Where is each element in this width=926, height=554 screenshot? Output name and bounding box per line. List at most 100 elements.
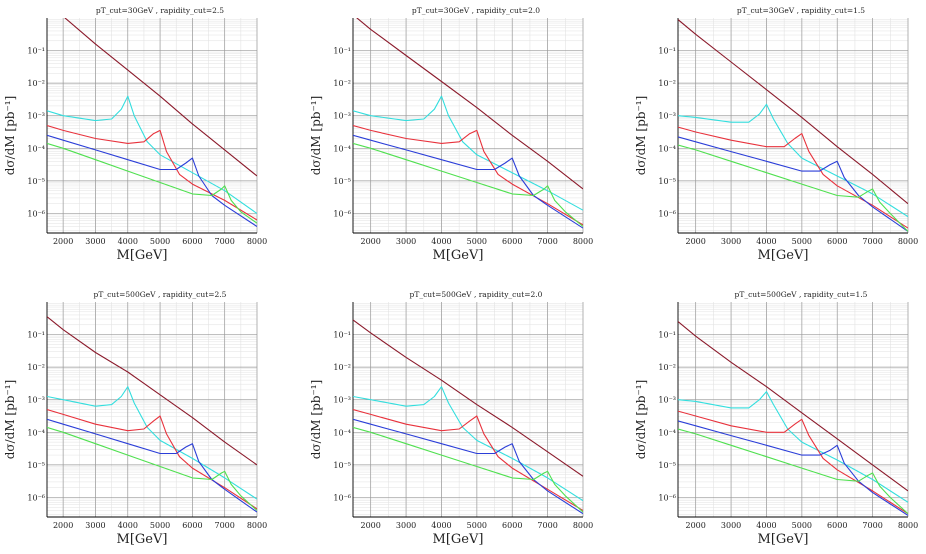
x-tick-label: 2000 bbox=[686, 521, 706, 530]
y-tick-label: 10⁻¹ bbox=[333, 331, 351, 340]
x-tick-label: 7000 bbox=[862, 237, 882, 246]
y-tick-label: 10⁻⁴ bbox=[658, 144, 676, 153]
chart-panel-2: 2000 3000 4000 5000 6000 7000 8000 10⁻¹ 10⁻² 10⁻³… bbox=[309, 6, 593, 263]
x-tick-label: 4000 bbox=[756, 237, 776, 246]
y-tick-label: 10⁻⁵ bbox=[27, 177, 45, 186]
y-tick-label: 10⁻² bbox=[333, 363, 351, 372]
x-tick-label: 4000 bbox=[431, 237, 451, 246]
y-tick-label: 10⁻⁶ bbox=[333, 209, 351, 218]
series-line-4 bbox=[353, 418, 583, 515]
x-tick-label: 2000 bbox=[53, 521, 73, 530]
series-line-5 bbox=[47, 142, 257, 224]
y-tick-label: 10⁻⁶ bbox=[27, 493, 45, 502]
series-line-2 bbox=[353, 386, 583, 502]
x-tick-label: 2000 bbox=[53, 237, 73, 246]
x-tick-label: 6000 bbox=[827, 521, 847, 530]
y-tick-label: 10⁻⁴ bbox=[27, 144, 45, 153]
y-tick-label: 10⁻⁵ bbox=[658, 461, 676, 470]
x-tick-label: 7000 bbox=[215, 521, 235, 530]
series-line-1 bbox=[64, 18, 257, 177]
y-tick-label: 10⁻¹ bbox=[658, 47, 676, 56]
y-axis-label: dσ/dM [pb⁻¹] bbox=[3, 96, 17, 176]
y-tick-label: 10⁻² bbox=[27, 79, 45, 88]
series-line-1 bbox=[678, 19, 908, 205]
chart-title: pT_cut=500GeV , rapidity_cut=2.0 bbox=[410, 290, 543, 299]
series-line-3 bbox=[47, 408, 257, 510]
chart-title: pT_cut=30GeV , rapidity_cut=2.5 bbox=[96, 6, 224, 15]
x-axis-label: M[GeV] bbox=[117, 248, 168, 263]
series-line-3 bbox=[678, 410, 908, 515]
chart-panel-1: 2000 3000 4000 5000 6000 7000 8000 10⁻¹ 10⁻² 10⁻³… bbox=[3, 6, 267, 263]
y-tick-label: 10⁻² bbox=[27, 363, 45, 372]
x-axis-label: M[GeV] bbox=[433, 532, 484, 547]
series-line-4 bbox=[353, 134, 583, 229]
x-tick-label: 8000 bbox=[898, 521, 918, 530]
x-tick-label: 4000 bbox=[756, 521, 776, 530]
series-line-4 bbox=[678, 136, 908, 232]
y-tick-label: 10⁻⁶ bbox=[658, 493, 676, 502]
chart-panel-6: 2000 3000 4000 5000 6000 7000 8000 10⁻¹ 10⁻² 10⁻³… bbox=[634, 290, 918, 547]
y-tick-label: 10⁻⁵ bbox=[27, 461, 45, 470]
x-tick-label: 7000 bbox=[862, 521, 882, 530]
series-line-1 bbox=[47, 316, 257, 466]
x-tick-label: 2000 bbox=[686, 237, 706, 246]
series-line-5 bbox=[47, 426, 257, 511]
x-tick-label: 3000 bbox=[396, 237, 416, 246]
chart-panel-5: 2000 3000 4000 5000 6000 7000 8000 10⁻¹ 10⁻² 10⁻³… bbox=[309, 290, 593, 547]
series-line-4 bbox=[47, 418, 257, 513]
series-line-2 bbox=[47, 386, 257, 500]
series-line-4 bbox=[678, 420, 908, 516]
x-tick-label: 8000 bbox=[898, 237, 918, 246]
series-line-5 bbox=[353, 426, 583, 513]
x-tick-label: 6000 bbox=[182, 237, 202, 246]
x-tick-label: 3000 bbox=[721, 521, 741, 530]
x-tick-label: 5000 bbox=[792, 237, 812, 246]
y-tick-label: 10⁻⁴ bbox=[333, 144, 351, 153]
chart-panel-4: 2000 3000 4000 5000 6000 7000 8000 10⁻¹ 10⁻² 10⁻³… bbox=[3, 290, 267, 547]
y-tick-label: 10⁻⁶ bbox=[333, 493, 351, 502]
series-line-3 bbox=[678, 126, 908, 229]
x-axis-label: M[GeV] bbox=[433, 248, 484, 263]
y-tick-label: 10⁻² bbox=[333, 79, 351, 88]
x-tick-label: 5000 bbox=[467, 237, 487, 246]
series-line-1 bbox=[353, 319, 583, 477]
y-tick-label: 10⁻⁵ bbox=[658, 177, 676, 186]
y-tick-label: 10⁻¹ bbox=[658, 331, 676, 340]
chart-title: pT_cut=30GeV , rapidity_cut=1.5 bbox=[737, 6, 865, 15]
x-tick-label: 8000 bbox=[247, 237, 267, 246]
x-tick-label: 8000 bbox=[573, 237, 593, 246]
y-axis-label: dσ/dM [pb⁻¹] bbox=[3, 380, 17, 460]
x-tick-label: 4000 bbox=[431, 521, 451, 530]
y-tick-label: 10⁻⁶ bbox=[658, 209, 676, 218]
y-tick-label: 10⁻² bbox=[658, 363, 676, 372]
y-tick-label: 10⁻⁶ bbox=[27, 209, 45, 218]
y-tick-label: 10⁻⁵ bbox=[333, 461, 351, 470]
x-tick-label: 5000 bbox=[150, 521, 170, 530]
x-tick-label: 2000 bbox=[361, 521, 381, 530]
chart-title: pT_cut=30GeV , rapidity_cut=2.0 bbox=[412, 6, 540, 15]
series-line-2 bbox=[678, 391, 908, 503]
series-line-5 bbox=[353, 142, 583, 227]
y-tick-label: 10⁻⁴ bbox=[658, 428, 676, 437]
x-tick-label: 3000 bbox=[396, 521, 416, 530]
y-tick-label: 10⁻² bbox=[658, 79, 676, 88]
x-tick-label: 6000 bbox=[827, 237, 847, 246]
x-axis-label: M[GeV] bbox=[758, 248, 809, 263]
x-tick-label: 6000 bbox=[502, 521, 522, 530]
series-line-1 bbox=[356, 18, 583, 190]
y-tick-label: 10⁻¹ bbox=[27, 331, 45, 340]
series-line-1 bbox=[678, 321, 908, 492]
series-line-3 bbox=[47, 124, 257, 221]
x-tick-label: 3000 bbox=[85, 521, 105, 530]
series-line-3 bbox=[353, 124, 583, 226]
y-tick-label: 10⁻³ bbox=[27, 112, 45, 121]
y-tick-label: 10⁻³ bbox=[333, 112, 351, 121]
x-tick-label: 4000 bbox=[118, 237, 138, 246]
y-tick-label: 10⁻³ bbox=[333, 396, 351, 405]
x-axis-label: M[GeV] bbox=[117, 532, 168, 547]
x-tick-label: 8000 bbox=[573, 521, 593, 530]
y-axis-label: dσ/dM [pb⁻¹] bbox=[634, 96, 648, 176]
chart-title: pT_cut=500GeV , rapidity_cut=2.5 bbox=[94, 290, 227, 299]
x-tick-label: 4000 bbox=[118, 521, 138, 530]
x-tick-label: 3000 bbox=[85, 237, 105, 246]
